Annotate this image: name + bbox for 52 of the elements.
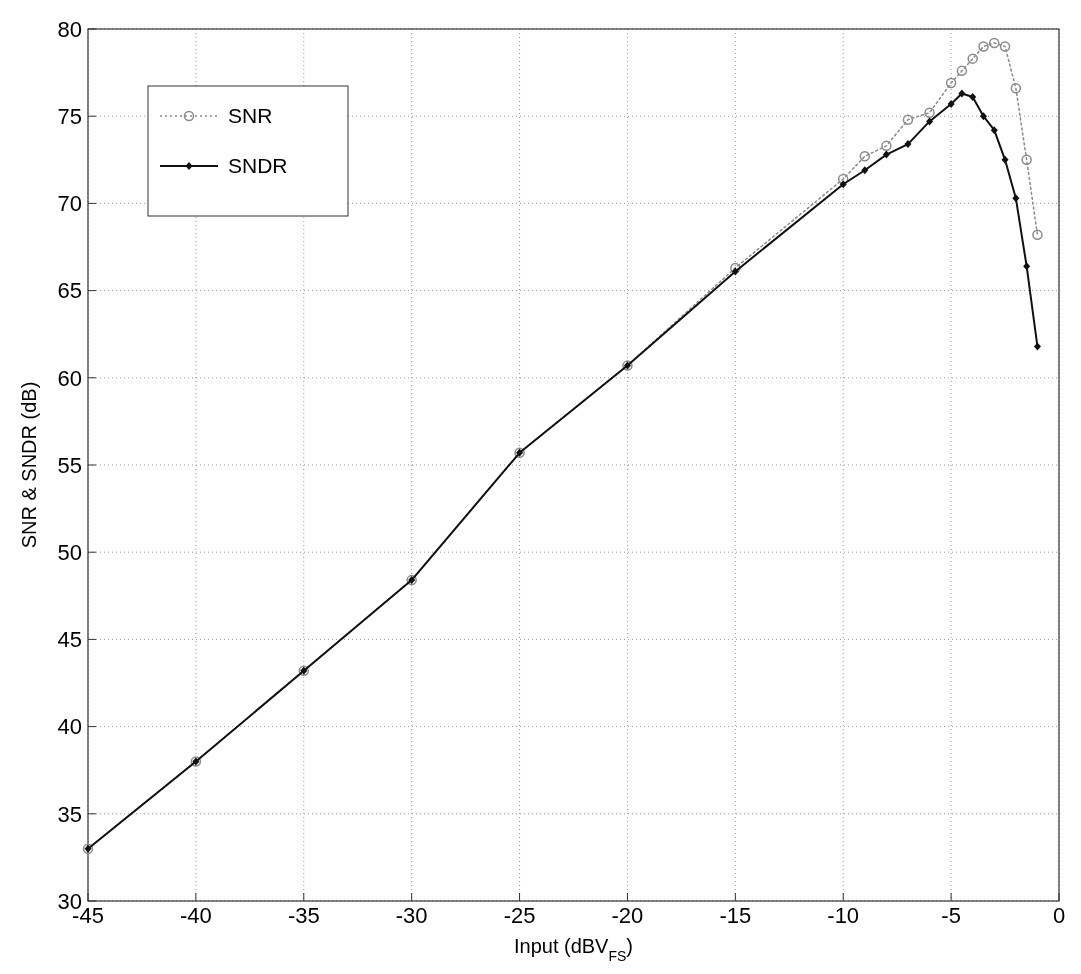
legend-label: SNDR (228, 154, 288, 178)
point (730, 262, 741, 274)
point (839, 180, 847, 189)
x-tick-label: -10 (827, 903, 860, 928)
x-tick-label: -35 (287, 903, 320, 928)
point (859, 151, 871, 162)
x-tick-label: -40 (179, 903, 212, 928)
point (731, 267, 739, 276)
y-tick-label: 75 (57, 103, 82, 129)
point (978, 41, 989, 52)
point (861, 166, 869, 175)
point (1021, 154, 1032, 166)
x-tick-label: -30 (395, 903, 428, 928)
point (979, 112, 987, 121)
point (1023, 262, 1031, 271)
y-tick-label: 55 (57, 452, 82, 478)
point (947, 99, 955, 108)
x-tick-label: -20 (611, 903, 644, 928)
x-tick-label: -15 (719, 903, 752, 928)
x-tick-label: -5 (941, 903, 961, 928)
point (926, 117, 934, 126)
point (989, 37, 1000, 49)
x-tick-label: -25 (503, 903, 536, 928)
point (1012, 194, 1020, 203)
point (999, 41, 1011, 52)
x-tick-label: 0 (1052, 903, 1066, 928)
y-tick-label: 70 (57, 191, 82, 217)
point (967, 53, 978, 64)
point (958, 89, 966, 98)
y-tick-label: 60 (57, 365, 82, 391)
point (945, 77, 957, 89)
x-axis-title: Input (dBV$_{FS}$) (513, 935, 634, 964)
y-tick-label: 40 (57, 714, 82, 740)
point (837, 173, 849, 185)
point (956, 65, 968, 77)
point (969, 93, 977, 102)
point (990, 126, 998, 135)
y-axis-title: SNR & SNDR (dB) (18, 381, 40, 549)
y-tick-label: 80 (57, 16, 82, 42)
point (881, 140, 892, 152)
y-tick-label: 35 (57, 801, 82, 827)
y-tick-label: 50 (57, 539, 82, 565)
y-tick-label: 45 (57, 627, 82, 653)
legend-label: SNR (228, 104, 273, 128)
point (1032, 229, 1043, 241)
point (924, 107, 935, 118)
point (1001, 155, 1009, 164)
point (882, 150, 890, 159)
point (902, 114, 914, 125)
y-tick-label: 65 (57, 278, 82, 304)
point (1010, 83, 1022, 94)
point (1033, 342, 1041, 351)
